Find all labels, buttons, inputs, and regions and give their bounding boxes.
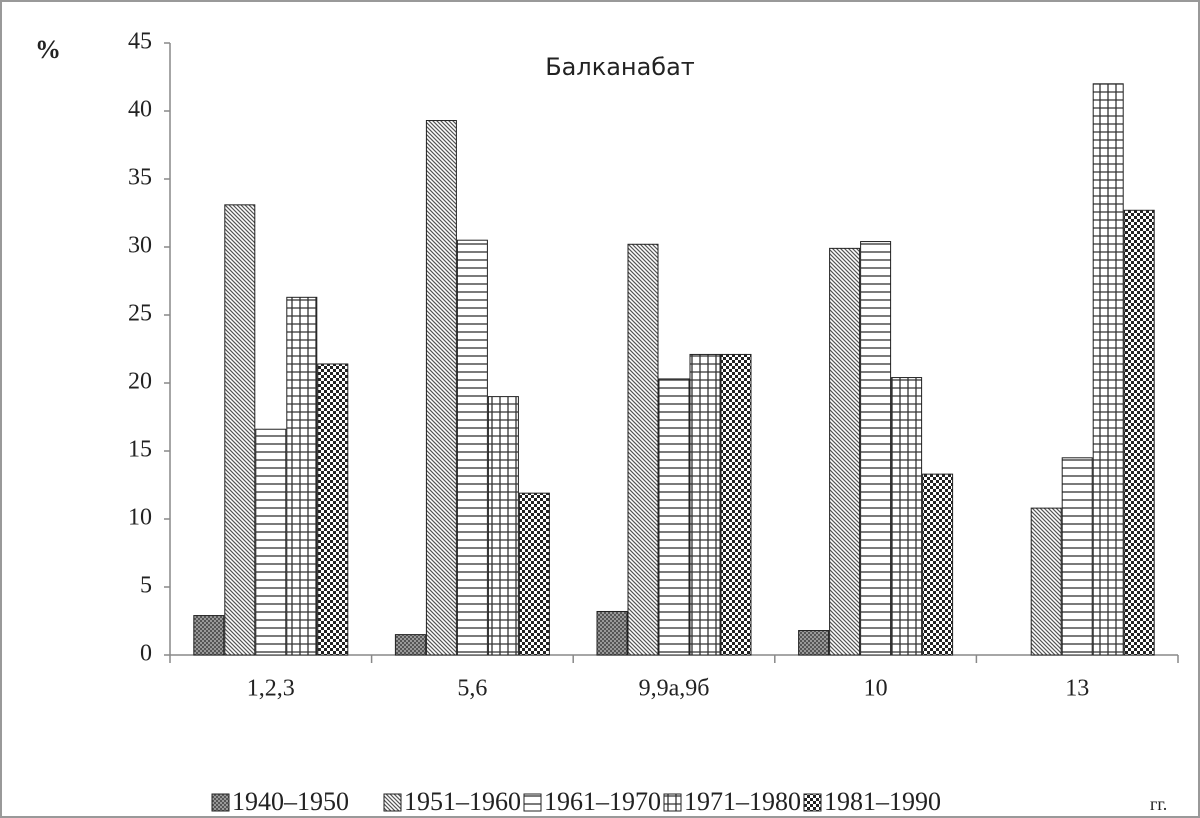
- y-tick-label: 10: [128, 505, 152, 531]
- legend-swatch: [211, 793, 230, 812]
- y-tick-label: 35: [128, 165, 152, 191]
- bar: [1030, 507, 1062, 656]
- bar: [317, 363, 349, 656]
- legend-swatch: [803, 793, 822, 812]
- x-tick-label: 5,6: [457, 676, 487, 702]
- unit-note: гг.: [1150, 794, 1167, 814]
- bar: [1092, 83, 1124, 656]
- y-axis-label: %: [35, 35, 61, 64]
- bar: [394, 634, 426, 656]
- y-tick-label: 40: [128, 97, 152, 123]
- x-tick-label: 10: [864, 676, 888, 702]
- bar: [860, 241, 892, 656]
- bar: [658, 378, 690, 656]
- y-tick-label: 45: [128, 29, 152, 55]
- legend-label: 1981–1990: [824, 787, 941, 816]
- bar: [829, 247, 861, 656]
- bar: [720, 353, 752, 656]
- bar: [627, 243, 659, 656]
- y-tick-label: 30: [128, 233, 152, 259]
- legend-swatch: [523, 793, 542, 812]
- y-tick-label: 15: [128, 437, 152, 463]
- bar: [1061, 457, 1093, 656]
- bar: [891, 377, 923, 656]
- legend-label: 1971–1980: [684, 787, 801, 816]
- bar: [689, 353, 721, 656]
- legend-label: 1951–1960: [404, 787, 521, 816]
- bar: [922, 473, 954, 656]
- bar: [255, 428, 287, 656]
- chart-title: Балканабат: [545, 53, 695, 81]
- bar: [224, 204, 256, 656]
- legend-swatch: [663, 793, 682, 812]
- bar: [798, 630, 830, 656]
- x-tick-label: 13: [1065, 676, 1089, 702]
- bar: [596, 610, 628, 656]
- bar: [425, 120, 457, 656]
- bar: [286, 296, 318, 656]
- y-tick-label: 0: [140, 641, 152, 667]
- bar: [456, 239, 488, 656]
- legend-label: 1940–1950: [232, 787, 349, 816]
- legend-label: 1961–1970: [544, 787, 661, 816]
- legend-swatch: [383, 793, 402, 812]
- y-tick-label: 20: [128, 369, 152, 395]
- bar: [1123, 209, 1155, 656]
- bar: [518, 492, 550, 656]
- y-tick-label: 25: [128, 301, 152, 327]
- x-tick-label: 9,9а,9б: [639, 676, 710, 702]
- bar: [193, 615, 225, 656]
- y-tick-label: 5: [140, 573, 152, 599]
- x-tick-label: 1,2,3: [247, 676, 295, 702]
- bar: [487, 396, 519, 656]
